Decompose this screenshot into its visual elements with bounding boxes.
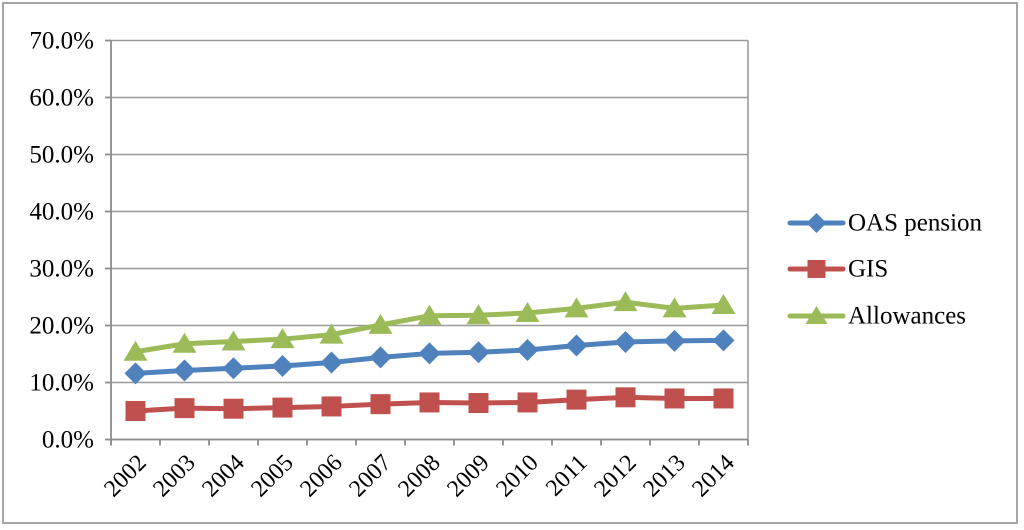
series-gis-marker-2004 (223, 398, 244, 419)
series-allowances-marker-2010 (515, 301, 540, 322)
series-allowances-marker-2006 (319, 323, 344, 344)
y-tick-label-20.0%: 20.0% (29, 313, 94, 340)
line-chart: 0.0% 10.0% 20.0% 30.0% 40.0% 50.0% 60.0% 70.0% 2… (29, 28, 983, 503)
series-gis-marker-2010 (517, 392, 538, 413)
series-allowances-marker-2003 (172, 332, 197, 353)
series-oas-pension-marker-2005 (271, 354, 294, 377)
legend-square-icon (807, 260, 826, 278)
series-gis-marker-2002 (125, 401, 146, 421)
series-oas-pension-marker-2007 (369, 346, 392, 369)
y-tick-label-60.0%: 60.0% (29, 85, 94, 112)
series-allowances-marker-2007 (368, 313, 393, 334)
series-gis-marker-2009 (468, 393, 489, 414)
x-tick-label-2010: 2010 (491, 450, 543, 502)
series-oas-pension-marker-2003 (173, 359, 196, 382)
series-oas-pension-marker-2012 (614, 331, 637, 354)
y-tick-label-40.0%: 40.0% (29, 199, 94, 226)
legend-diamond-icon (806, 213, 827, 233)
series-gis-marker-2007 (370, 394, 391, 415)
series-gis-marker-2006 (321, 396, 342, 417)
series-gis-marker-2005 (272, 397, 293, 418)
series-gis-marker-2003 (174, 398, 195, 419)
x-tick-label-2009: 2009 (442, 450, 494, 502)
series-allowances-marker-2012 (613, 291, 638, 312)
series-allowances-marker-2004 (221, 330, 246, 351)
series-gis-marker-2011 (566, 389, 587, 410)
x-tick-label-2003: 2003 (148, 450, 200, 502)
series-allowances-marker-2013 (662, 297, 687, 318)
x-tick-label-2013: 2013 (638, 450, 690, 502)
series-oas-pension-marker-2013 (663, 329, 686, 352)
y-tick-label-10.0%: 10.0% (29, 370, 94, 397)
series-oas-pension-marker-2010 (516, 339, 539, 362)
x-tick-label-2007: 2007 (344, 450, 396, 502)
y-tick-label-50.0%: 50.0% (29, 142, 94, 169)
legend-triangle-icon (805, 306, 828, 324)
series-gis-marker-2012 (615, 387, 636, 408)
x-tick-label-2008: 2008 (393, 450, 445, 502)
x-tick-label-2004: 2004 (197, 450, 249, 502)
series-oas-pension-marker-2002 (124, 362, 147, 385)
series-oas-pension-marker-2011 (565, 334, 588, 357)
y-tick-label-0.0%: 0.0% (42, 427, 94, 454)
legend-label-allowances: Allowances (848, 303, 966, 330)
series-oas-pension-marker-2014 (712, 329, 735, 352)
legend-label-oas-pension: OAS pension (848, 210, 983, 237)
legend-label-gis: GIS (848, 256, 888, 283)
series-allowances-marker-2008 (417, 304, 442, 325)
x-tick-label-2014: 2014 (687, 450, 739, 502)
x-tick-label-2012: 2012 (589, 450, 641, 502)
series-allowances-marker-2011 (564, 297, 589, 318)
x-tick-label-2011: 2011 (541, 450, 593, 502)
x-tick-label-2002: 2002 (99, 450, 151, 502)
chart-frame: 0.0% 10.0% 20.0% 30.0% 40.0% 50.0% 60.0% 70.0% 2… (2, 2, 1018, 524)
series-gis-marker-2008 (419, 392, 440, 413)
series-allowances-marker-2009 (466, 304, 491, 325)
series-oas-pension-marker-2004 (222, 357, 245, 380)
series-allowances-marker-2014 (711, 293, 736, 314)
series-gis-marker-2013 (664, 388, 685, 409)
series-oas-pension-marker-2008 (418, 342, 441, 365)
x-tick-label-2005: 2005 (246, 450, 298, 502)
y-tick-label-70.0%: 70.0% (29, 28, 94, 55)
y-tick-label-30.0%: 30.0% (29, 256, 94, 283)
series-gis-marker-2014 (713, 388, 734, 409)
series-oas-pension-marker-2009 (467, 341, 490, 364)
series-allowances-marker-2002 (123, 340, 148, 361)
series-allowances-marker-2005 (270, 328, 295, 349)
series-oas-pension-marker-2006 (320, 351, 343, 374)
x-tick-label-2006: 2006 (295, 450, 347, 502)
